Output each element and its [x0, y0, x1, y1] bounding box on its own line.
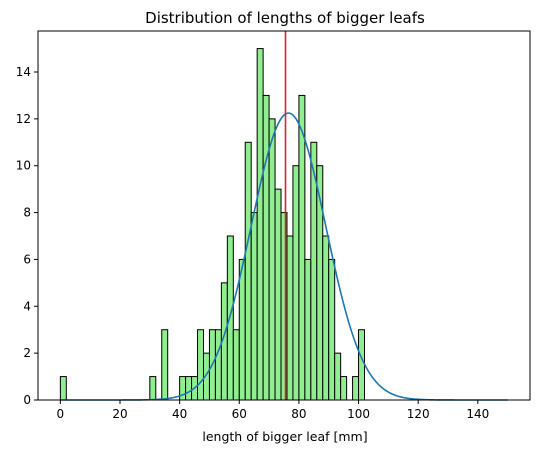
histogram-bar	[340, 376, 348, 401]
bars-layer	[59, 48, 366, 401]
histogram-bar	[274, 188, 282, 401]
y-axis: 0 2 4 6 8 10 12 14	[16, 65, 38, 407]
plot-frame	[37, 30, 531, 401]
histogram-bar	[298, 94, 306, 401]
y-tick-label: 12	[16, 112, 31, 126]
histogram-bar	[328, 258, 336, 401]
histogram-bar	[256, 48, 264, 401]
x-tick-label: 80	[291, 407, 306, 421]
y-tick-label: 10	[16, 159, 31, 173]
histogram-bar	[262, 94, 270, 401]
histogram-bar	[352, 376, 360, 401]
x-axis: 0 20 40 60 80 100 120 140	[57, 400, 489, 421]
histogram-bar	[232, 329, 240, 401]
histogram-bar	[250, 212, 258, 401]
histogram-bar	[149, 376, 157, 401]
x-tick-label: 60	[232, 407, 247, 421]
histogram-bar	[185, 376, 193, 401]
histogram-bar	[197, 329, 204, 401]
y-tick-label: 8	[23, 206, 31, 220]
histogram-bar	[244, 141, 252, 401]
histogram-bar	[292, 165, 300, 401]
x-tick-label: 20	[112, 407, 127, 421]
histogram-bar	[214, 329, 222, 401]
histogram-bar	[286, 235, 294, 401]
histogram-bar	[334, 352, 342, 401]
histogram-bar	[161, 329, 169, 401]
x-tick-label: 0	[57, 407, 65, 421]
x-axis-label: length of bigger leaf [mm]	[202, 429, 367, 444]
chart-title: Distribution of lengths of bigger leafs	[145, 9, 425, 27]
y-tick-label: 6	[23, 252, 31, 266]
x-tick-label: 120	[407, 407, 430, 421]
y-tick-label: 2	[23, 346, 31, 360]
x-tick-label: 40	[172, 407, 187, 421]
y-tick-label: 4	[23, 299, 31, 313]
histogram-bar	[322, 235, 330, 401]
x-tick-label: 140	[466, 407, 489, 421]
y-tick-label: 14	[16, 65, 31, 79]
histogram-bar	[358, 329, 366, 401]
histogram-bar	[268, 118, 276, 401]
y-tick-label: 0	[23, 393, 31, 407]
x-tick-label: 100	[347, 407, 370, 421]
histogram-bar	[59, 376, 67, 401]
histogram-bar	[304, 258, 312, 401]
histogram-bar	[238, 258, 246, 401]
histogram-bar	[226, 235, 234, 401]
